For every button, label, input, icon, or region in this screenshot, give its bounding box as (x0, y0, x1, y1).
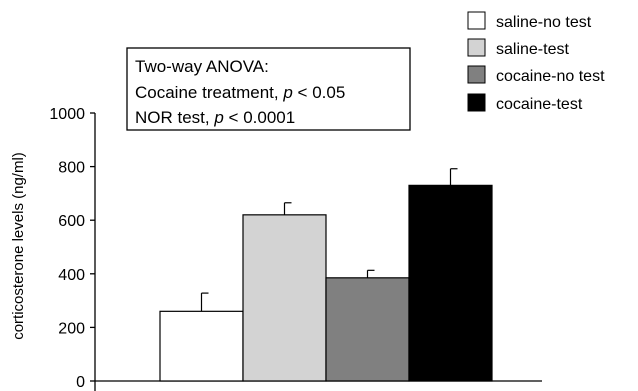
anova-annotation: Two-way ANOVA: Cocaine treatment, p < 0.… (126, 47, 411, 131)
bar-2 (325, 277, 410, 382)
legend-swatch-cocaine-no-test (467, 65, 486, 84)
legend-item-cocaine-test: cocaine-test (467, 93, 583, 113)
legend: saline-no test saline-test cocaine-no te… (467, 11, 605, 113)
y-tick-label-800: 800 (58, 160, 85, 177)
legend-item-saline-no-test: saline-no test (467, 11, 592, 31)
annotation-line-3: NOR test, p < 0.0001 (135, 108, 295, 127)
legend-item-cocaine-no-test: cocaine-no test (467, 65, 605, 85)
legend-label-cocaine-no-test: cocaine-no test (496, 68, 605, 85)
legend-swatch-saline-test (467, 38, 486, 57)
y-tick-label-600: 600 (58, 213, 85, 230)
legend-item-saline-test: saline-test (467, 38, 569, 58)
annotation-line-2: Cocaine treatment, p < 0.05 (135, 83, 345, 102)
legend-label-saline-no-test: saline-no test (496, 14, 592, 31)
bar-3 (408, 184, 493, 382)
legend-label-saline-test: saline-test (496, 41, 569, 58)
y-tick-label-1000: 1000 (49, 106, 85, 123)
legend-swatch-cocaine-test (467, 93, 486, 112)
legend-swatch-saline-no-test (467, 11, 486, 30)
annotation-line-1: Two-way ANOVA: (135, 57, 269, 76)
y-tick-label-200: 200 (58, 320, 85, 337)
plot-area: 0 200 400 600 800 1000 (49, 106, 542, 391)
y-tick-label-400: 400 (58, 267, 85, 284)
annotation-box (126, 47, 411, 131)
bar-1 (242, 214, 327, 382)
legend-label-cocaine-test: cocaine-test (496, 96, 583, 113)
y-tick-label-0: 0 (76, 374, 85, 391)
bar-0 (159, 310, 244, 382)
y-axis-title: corticosterone levels (ng/ml) (10, 152, 27, 340)
